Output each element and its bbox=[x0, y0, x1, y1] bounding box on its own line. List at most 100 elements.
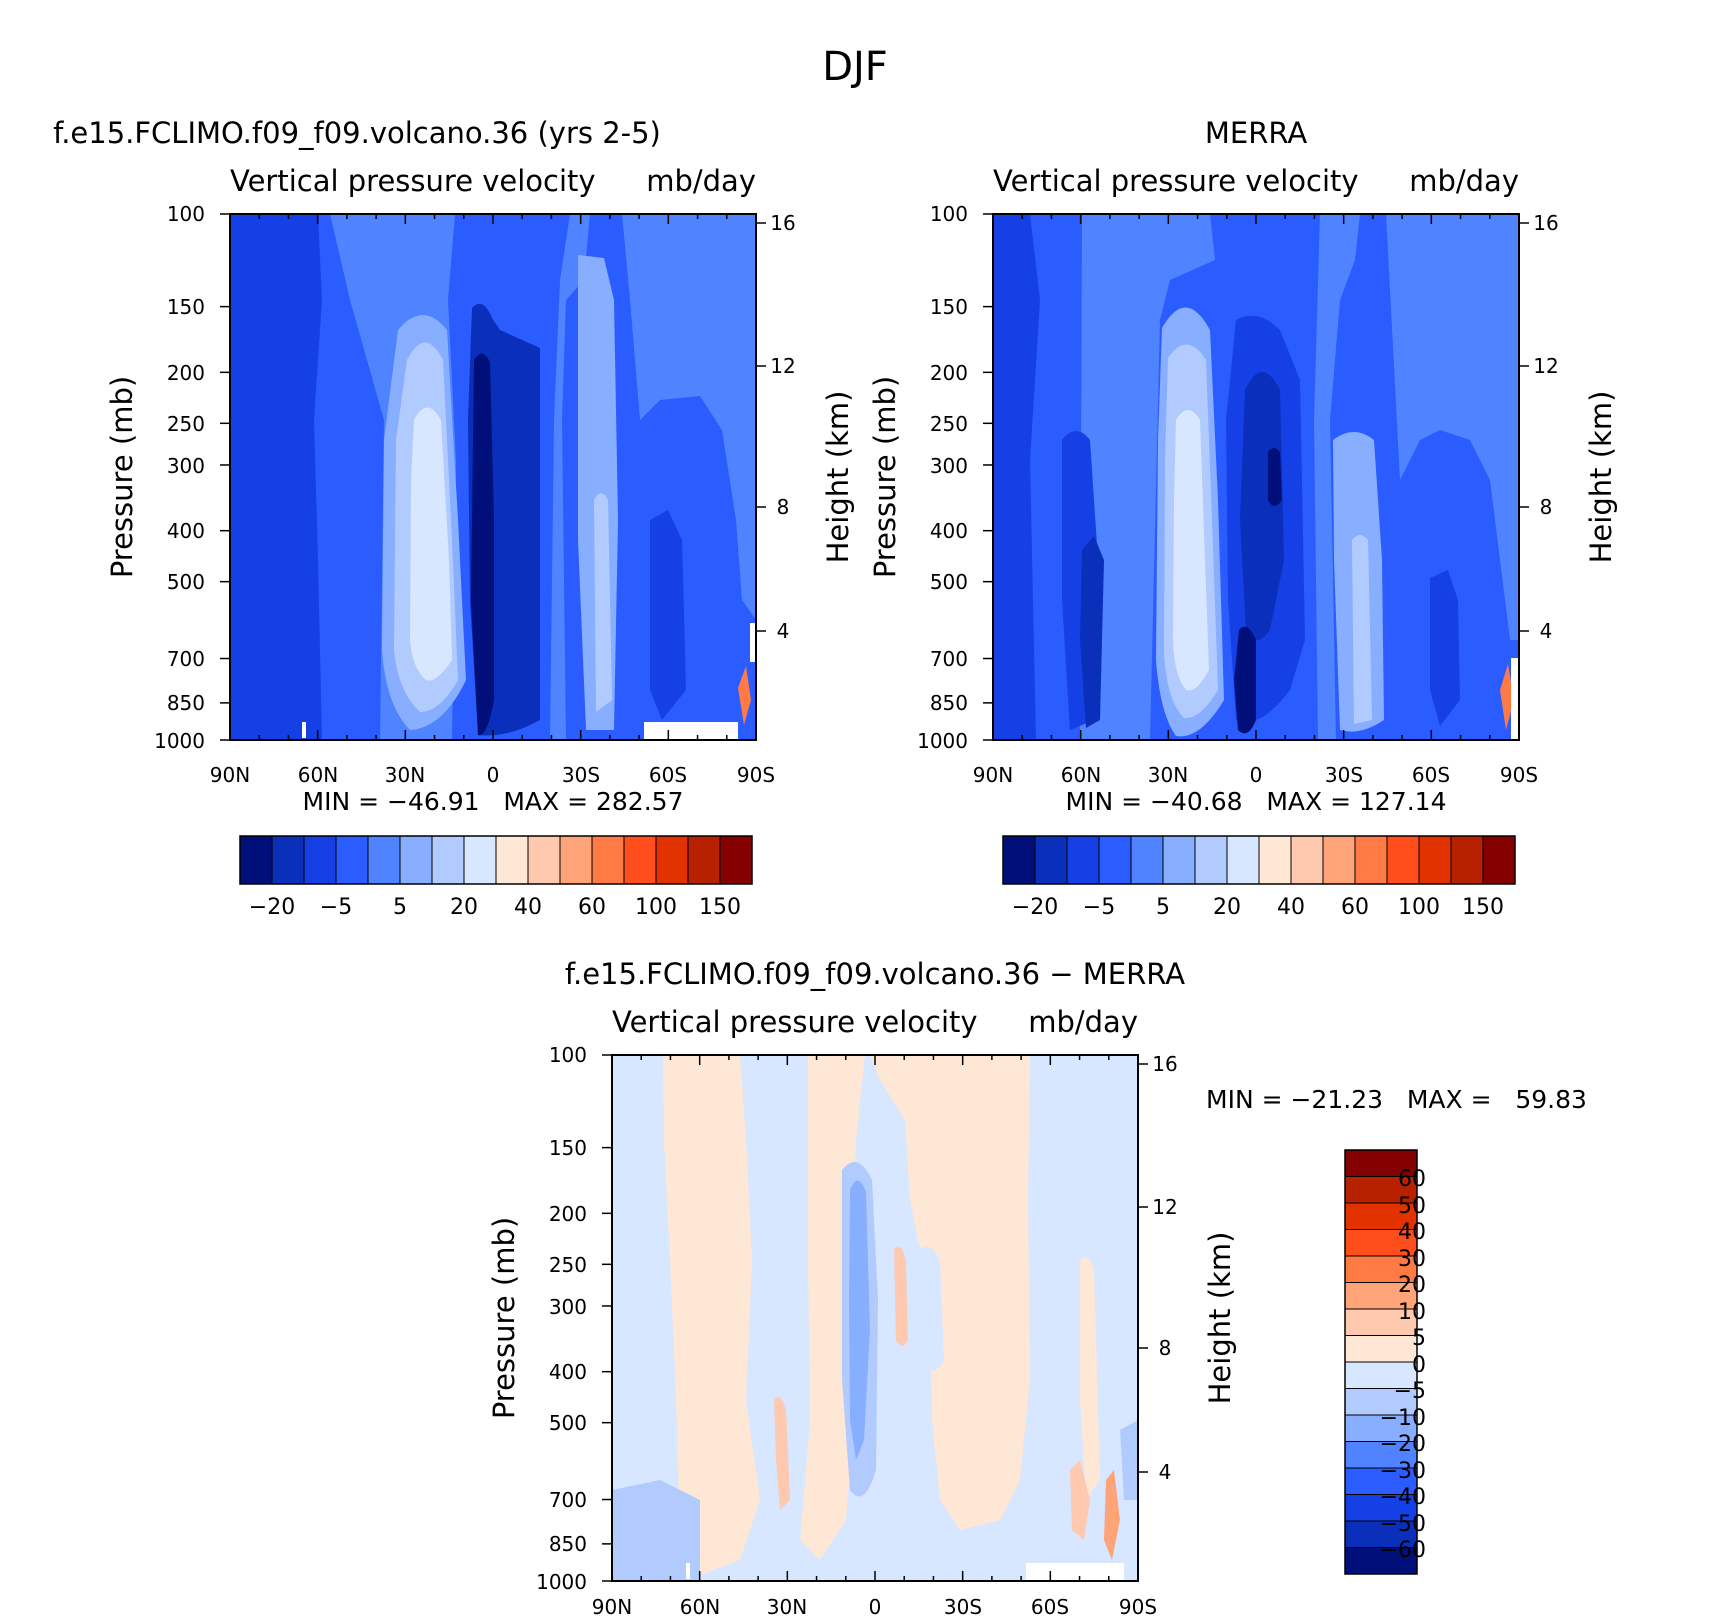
colorbar-tick-label: 5 bbox=[393, 895, 407, 920]
contour-band bbox=[410, 407, 452, 681]
contour-band bbox=[1080, 214, 1215, 740]
colorbar-frame bbox=[1002, 835, 1516, 885]
colorbar-swatch bbox=[1344, 1361, 1418, 1389]
contour-band bbox=[920, 1246, 944, 1370]
contour-band bbox=[849, 1180, 870, 1460]
height-tick-label: 16 bbox=[1152, 1052, 1177, 1076]
y-tick-label: 500 bbox=[930, 570, 968, 594]
colorbar-swatch bbox=[559, 835, 593, 885]
colorbar-tick-label: 10 bbox=[1398, 1300, 1426, 1325]
subtitle-variable: Vertical pressure velocity bbox=[993, 164, 1359, 198]
colorbar-swatch bbox=[1344, 1255, 1418, 1283]
contour-band bbox=[750, 623, 756, 662]
min-max-stats: MIN = −40.68 MAX = 127.14 bbox=[1066, 787, 1447, 816]
y-tick-label: 850 bbox=[167, 691, 205, 715]
colorbar-tick-label: −5 bbox=[1394, 1379, 1426, 1404]
colorbar-swatch bbox=[367, 835, 401, 885]
y-tick-label: 400 bbox=[549, 1360, 587, 1384]
x-tick-labels: 90N 60N 30N 0 30S 60S 90S bbox=[592, 1595, 1157, 1616]
colorbar-swatch bbox=[1194, 835, 1228, 885]
colorbar-swatch bbox=[1162, 835, 1196, 885]
colorbar-tick-label: 5 bbox=[1412, 1326, 1426, 1351]
colorbar-swatch bbox=[1344, 1441, 1418, 1469]
colorbar-swatch bbox=[271, 835, 305, 885]
y-tick-label: 700 bbox=[930, 647, 968, 671]
colorbar-swatch bbox=[1130, 835, 1164, 885]
axis-ticks bbox=[220, 213, 766, 741]
height-tick-label: 8 bbox=[777, 495, 790, 519]
colorbar-tick-label: 30 bbox=[1398, 1247, 1426, 1272]
contour-band bbox=[1234, 626, 1256, 734]
colorbar-frame bbox=[1344, 1149, 1418, 1575]
contour-band bbox=[550, 214, 590, 740]
contour-field bbox=[612, 1055, 1138, 1581]
height-tick-label: 8 bbox=[1540, 495, 1553, 519]
colorbar-tick-label: −30 bbox=[1380, 1459, 1426, 1484]
colorbar-tick-labels: 60 50 40 30 20 10 5 0 −5 −10 −20 −30 −40… bbox=[1380, 1167, 1426, 1563]
contour-band bbox=[1080, 1256, 1100, 1500]
x-tick-label: 60S bbox=[1412, 763, 1450, 787]
colorbar-swatch bbox=[1386, 835, 1420, 885]
contour-band bbox=[1070, 1460, 1090, 1540]
missing-data bbox=[686, 1563, 690, 1579]
colorbar-swatch bbox=[1258, 835, 1292, 885]
contour-band bbox=[650, 510, 686, 720]
colorbar bbox=[1344, 1149, 1418, 1575]
contour-band bbox=[894, 1246, 908, 1346]
colorbar-tick-label: −5 bbox=[1083, 895, 1115, 920]
min-max-stats: MIN = −21.23 MAX = 59.83 bbox=[1206, 1085, 1587, 1114]
x-tick-label: 60N bbox=[1061, 763, 1101, 787]
y-right-tick-labels: 16 12 8 4 bbox=[770, 211, 795, 643]
colorbar-tick-label: 40 bbox=[1398, 1220, 1426, 1245]
height-tick-label: 4 bbox=[777, 619, 790, 643]
x-tick-label: 90S bbox=[1500, 763, 1538, 787]
contour-band bbox=[1511, 658, 1519, 740]
x-tick-label: 90S bbox=[1119, 1595, 1157, 1616]
colorbar-swatch bbox=[303, 835, 337, 885]
colorbar-swatch bbox=[431, 835, 465, 885]
y-tick-label: 150 bbox=[930, 295, 968, 319]
y-tick-label: 700 bbox=[167, 647, 205, 671]
contour-band bbox=[1173, 410, 1209, 691]
y-tick-label: 850 bbox=[549, 1532, 587, 1556]
colorbar-swatch bbox=[1322, 835, 1356, 885]
x-tick-label: 30N bbox=[385, 763, 425, 787]
contour-field bbox=[230, 214, 756, 740]
panel-merra: MERRA Vertical pressure velocity mb/day bbox=[868, 116, 1618, 920]
panel-model: f.e15.FCLIMO.f09_f09.volcano.36 (yrs 2-5… bbox=[53, 116, 855, 920]
height-tick-label: 16 bbox=[1533, 211, 1558, 235]
y-axis-label: Pressure (mb) bbox=[487, 1217, 521, 1419]
colorbar-swatch bbox=[239, 835, 273, 885]
colorbar-swatch bbox=[1344, 1308, 1418, 1336]
contour-band bbox=[1120, 1420, 1138, 1500]
axis-ticks bbox=[983, 213, 1529, 741]
contour-band bbox=[1386, 214, 1519, 640]
colorbar-tick-label: −20 bbox=[1380, 1432, 1426, 1457]
colorbar-tick-label: 100 bbox=[635, 895, 677, 920]
colorbar-tick-label: 60 bbox=[578, 895, 606, 920]
missing-data bbox=[644, 722, 738, 740]
colorbar-swatch bbox=[1098, 835, 1132, 885]
axis-ticks bbox=[602, 1054, 1148, 1582]
y-right-axis-label: Height (km) bbox=[1203, 1232, 1237, 1405]
panel-title: f.e15.FCLIMO.f09_f09.volcano.36 − MERRA bbox=[565, 957, 1185, 991]
colorbar-tick-label: 40 bbox=[1277, 895, 1305, 920]
x-tick-label: 60S bbox=[1031, 1595, 1069, 1616]
colorbar-swatch bbox=[687, 835, 721, 885]
y-tick-labels: 100 150 200 250 300 400 500 700 850 1000 bbox=[917, 202, 968, 753]
y-tick-label: 250 bbox=[167, 412, 205, 436]
colorbar-swatch bbox=[1344, 1282, 1418, 1310]
y-tick-label: 150 bbox=[167, 295, 205, 319]
y-right-axis-label: Height (km) bbox=[1584, 391, 1618, 564]
figure-title: DJF bbox=[822, 44, 888, 90]
y-tick-label: 400 bbox=[167, 519, 205, 543]
x-tick-label: 90N bbox=[592, 1595, 632, 1616]
colorbar-swatch bbox=[1066, 835, 1100, 885]
y-tick-label: 100 bbox=[167, 202, 205, 226]
y-tick-label: 100 bbox=[549, 1043, 587, 1067]
x-tick-label: 0 bbox=[1250, 763, 1263, 787]
y-tick-label: 100 bbox=[930, 202, 968, 226]
x-tick-label: 30S bbox=[944, 1595, 982, 1616]
colorbar-frame bbox=[239, 835, 753, 885]
